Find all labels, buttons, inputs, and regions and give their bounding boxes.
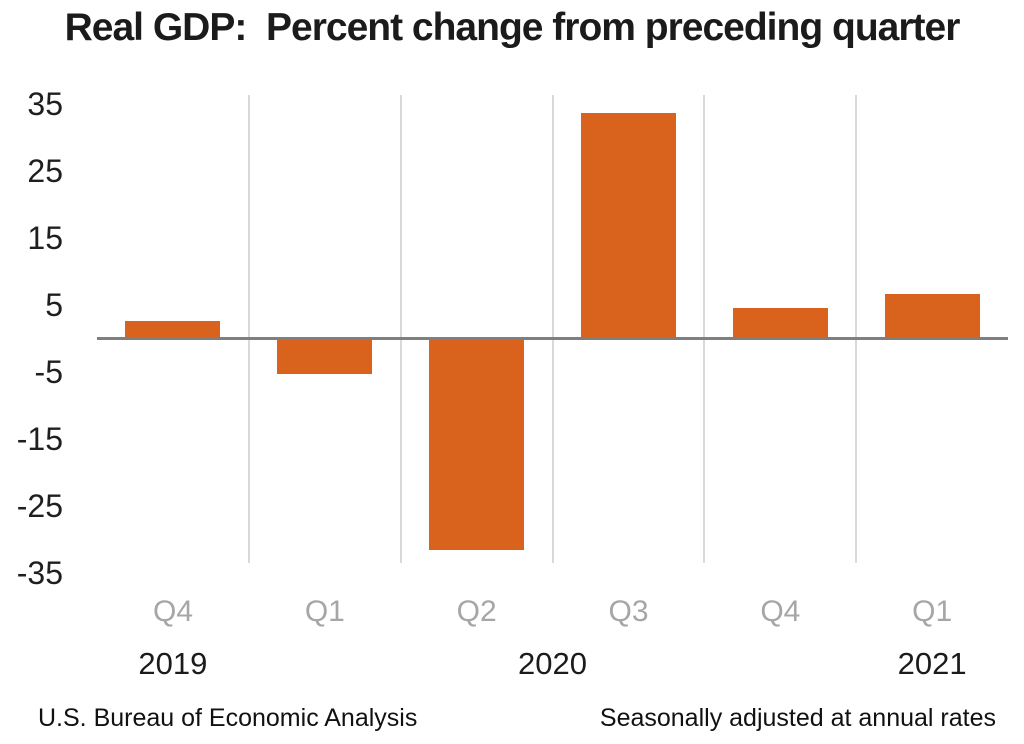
category-separator-gridline — [551, 95, 554, 563]
category-separator-gridline — [247, 95, 250, 563]
bar-q2-2 — [429, 340, 525, 551]
category-separator-gridline — [399, 95, 402, 563]
year-label: 2019 — [138, 646, 208, 681]
x-axis-quarter-label: Q1 — [912, 595, 953, 628]
x-axis-quarter-label: Q4 — [760, 595, 801, 628]
x-axis-quarter-label: Q2 — [456, 595, 497, 628]
category-separator-gridline — [703, 95, 706, 563]
y-axis-tick-label: -15 — [16, 421, 63, 457]
source-note: U.S. Bureau of Economic Analysis — [38, 704, 418, 732]
category-separator-gridline — [855, 95, 858, 563]
y-axis-tick-label: -5 — [34, 354, 63, 390]
chart-title: Real GDP: Percent change from preceding … — [64, 6, 961, 49]
adjustment-note: Seasonally adjusted at annual rates — [599, 704, 996, 732]
bar-q1-1 — [277, 340, 373, 374]
y-axis-tick-label: 15 — [27, 220, 63, 256]
x-axis-quarter-label: Q4 — [152, 595, 194, 628]
y-axis-tick-label: 5 — [45, 287, 63, 323]
zero-axis-line — [97, 337, 1008, 340]
x-axis-quarter-label: Q3 — [608, 595, 649, 628]
y-axis-tick-label: -35 — [16, 555, 63, 591]
bar-q3-3 — [580, 113, 676, 337]
bar-q4-4 — [732, 308, 828, 337]
y-axis-tick-label: -25 — [16, 488, 63, 524]
y-axis-tick-label: 25 — [27, 153, 63, 189]
bar-q4-0 — [125, 320, 221, 337]
year-label: 2020 — [518, 646, 587, 681]
y-axis-tick-label: 35 — [27, 86, 63, 122]
year-label: 2021 — [897, 646, 967, 681]
bar-q1-5 — [884, 294, 980, 337]
x-axis-quarter-label: Q1 — [304, 595, 345, 628]
